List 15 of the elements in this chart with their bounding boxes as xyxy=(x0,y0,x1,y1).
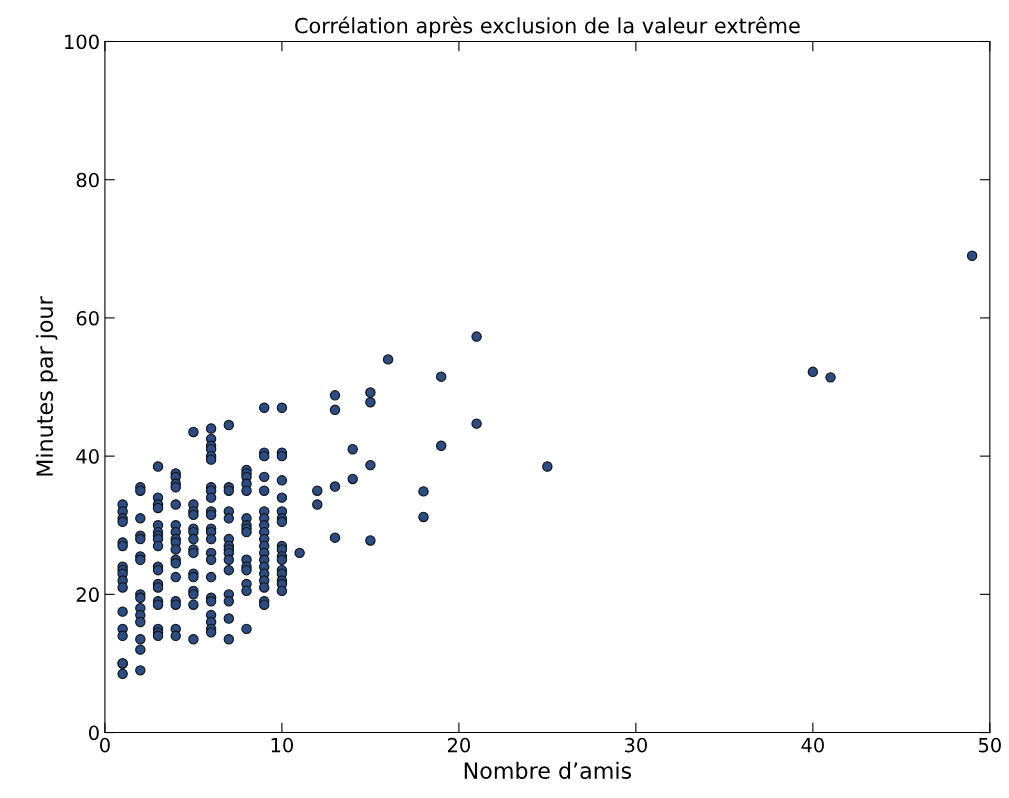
chart-title: Corrélation après exclusion de la valeur extrême xyxy=(295,16,800,38)
x-tick-label: 30 xyxy=(624,737,647,753)
y-tick-label: 40 xyxy=(76,449,99,464)
y-tick-label: 0 xyxy=(88,725,99,741)
x-tick-label: 0 xyxy=(100,737,110,753)
x-tick-label: 20 xyxy=(447,737,470,753)
x-tick-label: 40 xyxy=(801,737,824,753)
y-axis-title: Minutes par jour xyxy=(35,296,58,476)
x-tick-label: 10 xyxy=(271,737,293,753)
x-axis-title: Nombre d’amis xyxy=(464,761,632,779)
y-tick-label: 20 xyxy=(76,587,99,603)
y-tick-label: 100 xyxy=(65,34,99,50)
x-tick-label: 50 xyxy=(978,737,1001,753)
y-tick-label: 80 xyxy=(76,172,99,188)
y-tick-label: 60 xyxy=(76,310,99,326)
